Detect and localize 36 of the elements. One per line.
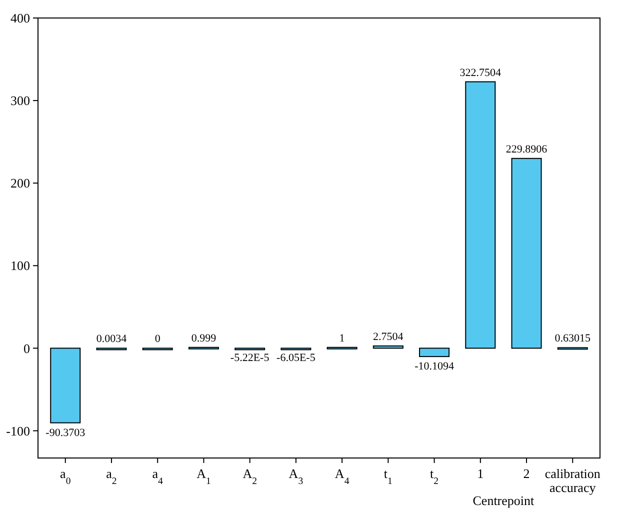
x-tick-label: t$_{1}$ [384, 466, 393, 486]
data-label: 0 [154, 333, 161, 346]
x-tick-label: a$_{0}$ [60, 466, 71, 486]
bar [465, 81, 496, 349]
data-label: -10.1094 [414, 360, 454, 373]
data-label: 1 [339, 332, 345, 344]
x-tick-label: 2 [523, 466, 530, 481]
y-tick-label: -100 [6, 423, 30, 438]
x-tick-label: t$_{2}$ [430, 466, 439, 486]
x-tick-label: A$_{1}$ [196, 466, 211, 486]
y-tick-label: 300 [10, 93, 30, 108]
data-label: 0.63015 [554, 332, 592, 345]
y-tick-label: 400 [10, 10, 30, 26]
y-tick-label: 0 [24, 340, 30, 356]
y-tick-label: 200 [10, 176, 30, 191]
x-tick-label: A$_{4}$ [334, 466, 350, 486]
bar [419, 348, 450, 358]
x-tick-label: a$_{4}$ [152, 466, 164, 486]
text: Centrepoint [472, 493, 535, 508]
data-label: -5.22E-5 [230, 352, 270, 364]
data-label: 2.7504 [373, 330, 404, 343]
x-tick-label: 1 [477, 466, 484, 481]
data-label: -6.05E-5 [276, 352, 316, 364]
x-tick-label: A$_{3}$ [288, 466, 304, 486]
bar [50, 348, 81, 424]
data-label: 0.0034 [96, 333, 128, 346]
data-label: 322.7504 [460, 66, 502, 79]
x-tick-label: a$_{2}$ [106, 466, 117, 486]
data-label: 0.999 [191, 332, 217, 344]
data-label: -90.3703 [46, 426, 86, 439]
y-tick-label: 100 [10, 258, 30, 274]
x-tick-label: calibration accuracy [544, 466, 601, 495]
x-tick-label: A$_{2}$ [242, 466, 258, 486]
bar [372, 345, 404, 349]
bar [511, 158, 542, 349]
data-label: 229.8906 [506, 143, 548, 156]
